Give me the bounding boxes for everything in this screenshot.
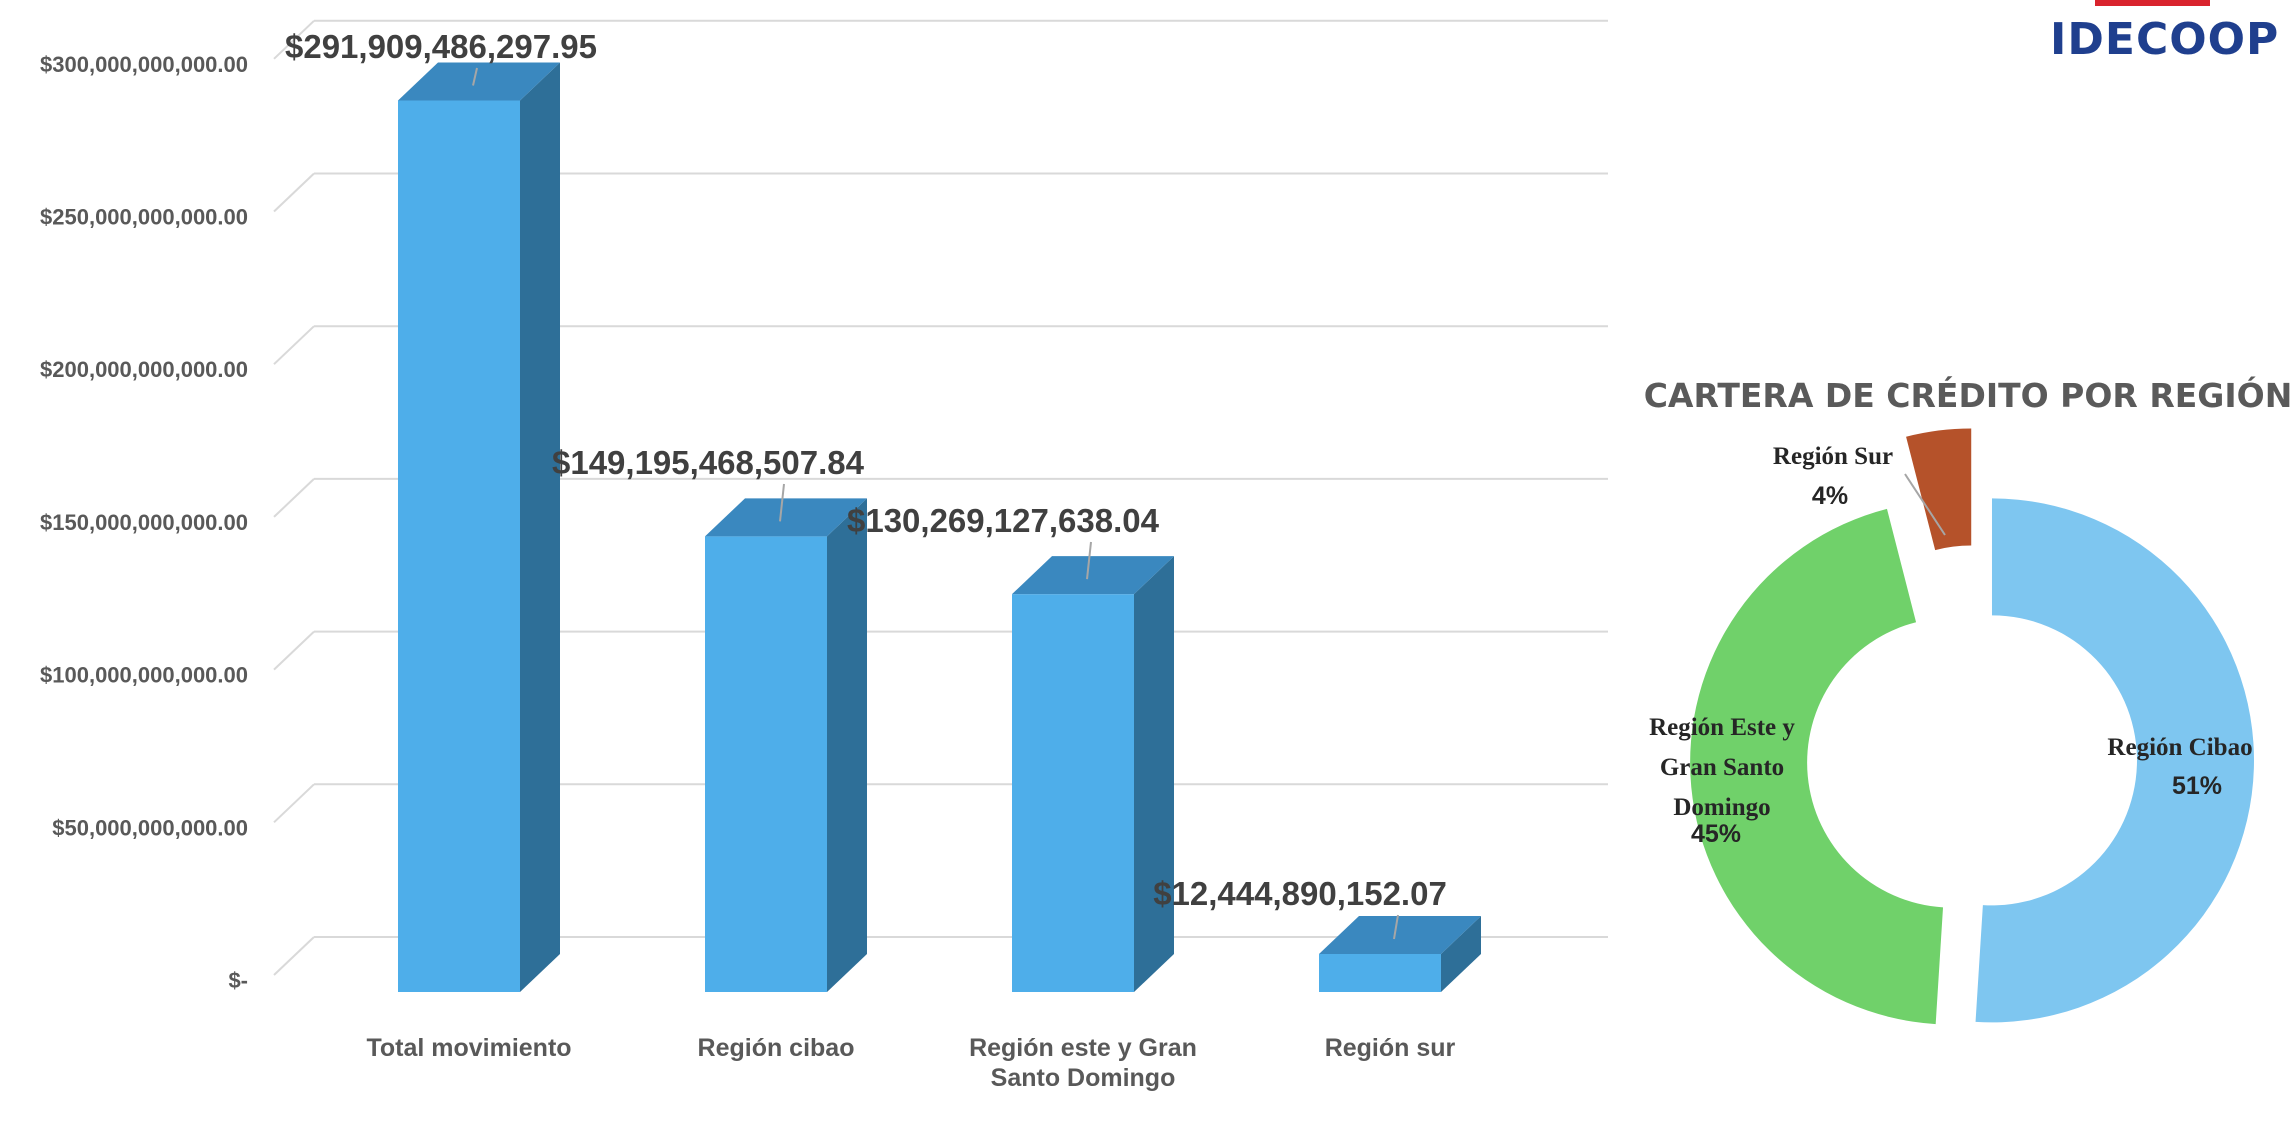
- bar-top: [705, 498, 867, 537]
- donut-title: CARTERA DE CRÉDITO POR REGIÓN: [1643, 376, 2293, 415]
- gridline-depth: [273, 20, 315, 60]
- logo-accent-bar: [2095, 0, 2210, 6]
- y-tick-label: $50,000,000,000.00: [52, 815, 248, 840]
- data-label-leader: [1393, 914, 1399, 940]
- data-label-leader: [779, 483, 785, 522]
- gridline-depth: [273, 936, 315, 976]
- slice-label: Región Este y: [1649, 714, 1795, 741]
- y-tick-label: $300,000,000,000.00: [40, 52, 248, 77]
- slice-percent: 4%: [1812, 482, 1848, 510]
- bar-front: [1012, 594, 1134, 992]
- y-tick-label: $100,000,000,000.00: [40, 663, 248, 688]
- gridline-depth: [273, 325, 315, 365]
- bar-side: [827, 498, 867, 992]
- bar-top: [1012, 556, 1174, 595]
- data-label: $291,909,486,297.95: [285, 28, 597, 65]
- data-label: $12,444,890,152.07: [1153, 875, 1447, 912]
- category-label: Región sur: [1325, 1034, 1456, 1062]
- bar-chart: $- $50,000,000,000.00 $100,000,000,000.00 $…: [40, 19, 1608, 1092]
- slice-label: Región Sur: [1773, 443, 1893, 470]
- data-label-leader: [472, 67, 478, 86]
- data-label: $149,195,468,507.84: [552, 444, 865, 481]
- donut-slice: [1690, 508, 1944, 1025]
- gridline-depth: [273, 630, 315, 671]
- gridline-depth: [273, 172, 315, 213]
- slice-label: Región Cibao: [2107, 734, 2252, 761]
- category-label: Santo Domingo: [991, 1064, 1176, 1092]
- gridline-depth: [273, 783, 315, 824]
- slice-label: Gran Santo: [1660, 754, 1784, 781]
- bar-top: [1319, 915, 1481, 954]
- slice-leader: [1904, 473, 1946, 536]
- idecoop-logo: IDECOOP: [2050, 0, 2280, 70]
- gridline-depth: [273, 478, 315, 518]
- data-label: $130,269,127,638.04: [847, 502, 1160, 539]
- bar-front: [705, 536, 827, 992]
- donut-slice: [1975, 498, 2254, 1023]
- category-label: Región este y Gran: [969, 1034, 1197, 1062]
- bar-side: [520, 62, 560, 993]
- bar-top: [398, 62, 560, 101]
- donut-slice: [1906, 428, 1972, 551]
- bar-side: [1441, 915, 1481, 992]
- bar-front: [1319, 953, 1441, 992]
- donut-chart: Región Cibao 51% Región Este y Gran Santo Do…: [1649, 428, 2254, 1025]
- slice-label: Domingo: [1673, 794, 1770, 821]
- slice-percent: 45%: [1691, 820, 1741, 848]
- category-label: Región cibao: [698, 1034, 855, 1062]
- y-tick-label: $150,000,000,000.00: [40, 510, 248, 535]
- slice-percent: 51%: [2172, 772, 2222, 800]
- category-label: Total movimiento: [366, 1034, 571, 1062]
- data-label-leader: [1086, 541, 1092, 580]
- y-tick-label: $250,000,000,000.00: [40, 205, 248, 230]
- logo-text: IDECOOP: [2050, 14, 2280, 65]
- bar-side: [1134, 556, 1174, 992]
- y-tick-label: $-: [228, 968, 248, 993]
- bar-front: [398, 100, 520, 993]
- y-tick-label: $200,000,000,000.00: [40, 357, 248, 382]
